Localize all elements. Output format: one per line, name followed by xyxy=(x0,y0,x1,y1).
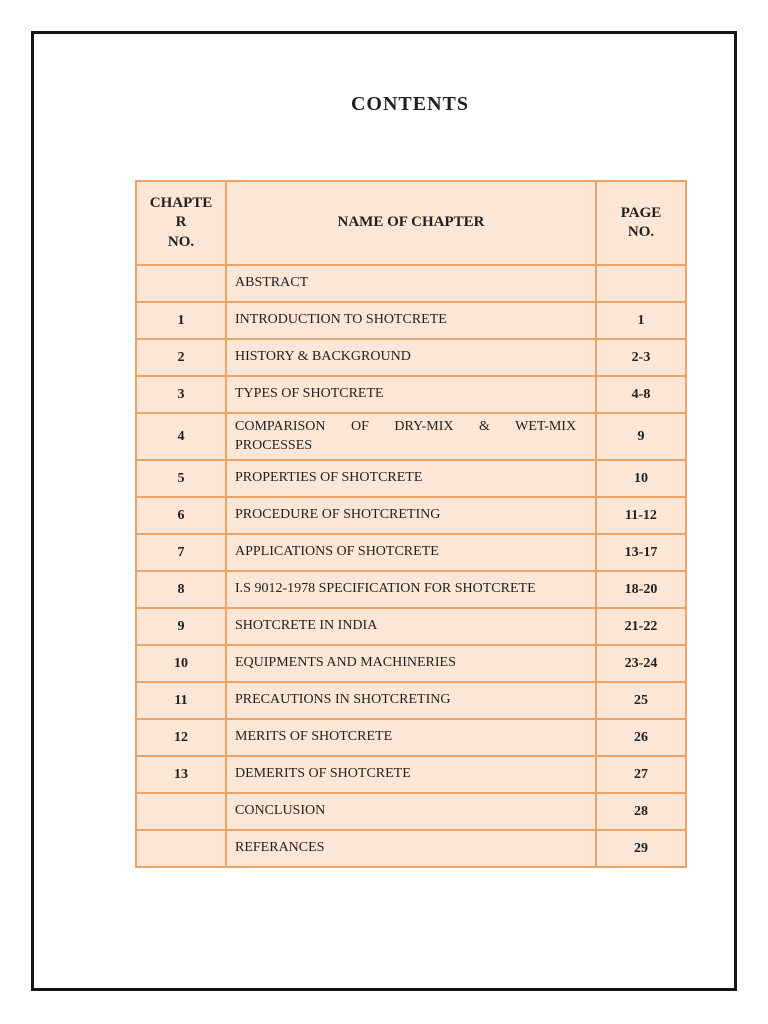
chapter-number-cell: 2 xyxy=(135,338,227,377)
page-number-cell: 2-3 xyxy=(595,338,687,377)
table-row: REFERANCES 29 xyxy=(135,829,687,868)
chapter-name-cell: PROCEDURE OF SHOTCRETING xyxy=(225,496,597,535)
page-number-cell xyxy=(595,264,687,303)
table-row: 6 PROCEDURE OF SHOTCRETING 11-12 xyxy=(135,496,687,535)
chapter-number-cell xyxy=(135,792,227,831)
chapter-number-cell: 5 xyxy=(135,459,227,498)
chapter-name-cell: INTRODUCTION TO SHOTCRETE xyxy=(225,301,597,340)
page-title: CONTENTS xyxy=(350,93,470,115)
table-row: 5 PROPERTIES OF SHOTCRETE 10 xyxy=(135,459,687,498)
header-page-no: PAGE NO. xyxy=(595,180,687,266)
chapter-name-cell: ABSTRACT xyxy=(225,264,597,303)
table-body: ABSTRACT 1 INTRODUCTION TO SHOTCRETE 1 2… xyxy=(135,264,687,868)
chapter-number-cell xyxy=(135,264,227,303)
page-frame: CONTENTS CHAPTE R NO. NAME OF CHAPTER PA… xyxy=(31,31,737,991)
chapter-name-cell: HISTORY & BACKGROUND xyxy=(225,338,597,377)
table-row: 8 I.S 9012-1978 SPECIFICATION FOR SHOTCR… xyxy=(135,570,687,609)
chapter-name-cell: APPLICATIONS OF SHOTCRETE xyxy=(225,533,597,572)
table-row: 13 DEMERITS OF SHOTCRETE 27 xyxy=(135,755,687,794)
table-row: 4 COMPARISON OF DRY-MIX & WET-MIX PROCES… xyxy=(135,412,687,461)
chapter-name-cell: I.S 9012-1978 SPECIFICATION FOR SHOTCRET… xyxy=(225,570,597,609)
chapter-name-cell: TYPES OF SHOTCRETE xyxy=(225,375,597,414)
chapter-name-cell: COMPARISON OF DRY-MIX & WET-MIX PROCESSE… xyxy=(225,412,597,461)
contents-table: CHAPTE R NO. NAME OF CHAPTER PAGE NO. AB… xyxy=(135,180,687,868)
page-number-cell: 4-8 xyxy=(595,375,687,414)
page-number-cell: 10 xyxy=(595,459,687,498)
table-row: CONCLUSION 28 xyxy=(135,792,687,831)
chapter-number-cell: 7 xyxy=(135,533,227,572)
chapter-number-cell: 10 xyxy=(135,644,227,683)
page-number-cell: 25 xyxy=(595,681,687,720)
chapter-name-cell: EQUIPMENTS AND MACHINERIES xyxy=(225,644,597,683)
page-number-cell: 27 xyxy=(595,755,687,794)
chapter-number-cell: 9 xyxy=(135,607,227,646)
page-number-cell: 21-22 xyxy=(595,607,687,646)
table-row: 1 INTRODUCTION TO SHOTCRETE 1 xyxy=(135,301,687,340)
chapter-name-cell: PRECAUTIONS IN SHOTCRETING xyxy=(225,681,597,720)
table-row: ABSTRACT xyxy=(135,264,687,303)
chapter-number-cell: 6 xyxy=(135,496,227,535)
page-number-cell: 9 xyxy=(595,412,687,461)
chapter-number-cell: 3 xyxy=(135,375,227,414)
chapter-number-cell: 13 xyxy=(135,755,227,794)
table-row: 9 SHOTCRETE IN INDIA 21-22 xyxy=(135,607,687,646)
chapter-name-cell: DEMERITS OF SHOTCRETE xyxy=(225,755,597,794)
page-number-cell: 29 xyxy=(595,829,687,868)
chapter-number-cell: 1 xyxy=(135,301,227,340)
page-number-cell: 18-20 xyxy=(595,570,687,609)
page-number-cell: 26 xyxy=(595,718,687,757)
table-row: 3 TYPES OF SHOTCRETE 4-8 xyxy=(135,375,687,414)
chapter-name-cell: REFERANCES xyxy=(225,829,597,868)
page-number-cell: 1 xyxy=(595,301,687,340)
chapter-number-cell xyxy=(135,829,227,868)
chapter-name-cell: CONCLUSION xyxy=(225,792,597,831)
table-header-row: CHAPTE R NO. NAME OF CHAPTER PAGE NO. xyxy=(135,180,687,266)
chapter-number-cell: 12 xyxy=(135,718,227,757)
table-row: 12 MERITS OF SHOTCRETE 26 xyxy=(135,718,687,757)
chapter-name-cell: PROPERTIES OF SHOTCRETE xyxy=(225,459,597,498)
chapter-number-cell: 11 xyxy=(135,681,227,720)
table-row: 2 HISTORY & BACKGROUND 2-3 xyxy=(135,338,687,377)
table-row: 10 EQUIPMENTS AND MACHINERIES 23-24 xyxy=(135,644,687,683)
chapter-name-cell: SHOTCRETE IN INDIA xyxy=(225,607,597,646)
chapter-number-cell: 8 xyxy=(135,570,227,609)
chapter-name-cell: MERITS OF SHOTCRETE xyxy=(225,718,597,757)
content-column: CONTENTS CHAPTE R NO. NAME OF CHAPTER PA… xyxy=(135,34,687,868)
page-number-cell: 28 xyxy=(595,792,687,831)
header-chapter-name: NAME OF CHAPTER xyxy=(225,180,597,266)
chapter-number-cell: 4 xyxy=(135,412,227,461)
page-number-cell: 13-17 xyxy=(595,533,687,572)
page-number-cell: 11-12 xyxy=(595,496,687,535)
table-row: 11 PRECAUTIONS IN SHOTCRETING 25 xyxy=(135,681,687,720)
table-row: 7 APPLICATIONS OF SHOTCRETE 13-17 xyxy=(135,533,687,572)
page-number-cell: 23-24 xyxy=(595,644,687,683)
header-chapter-no: CHAPTE R NO. xyxy=(135,180,227,266)
